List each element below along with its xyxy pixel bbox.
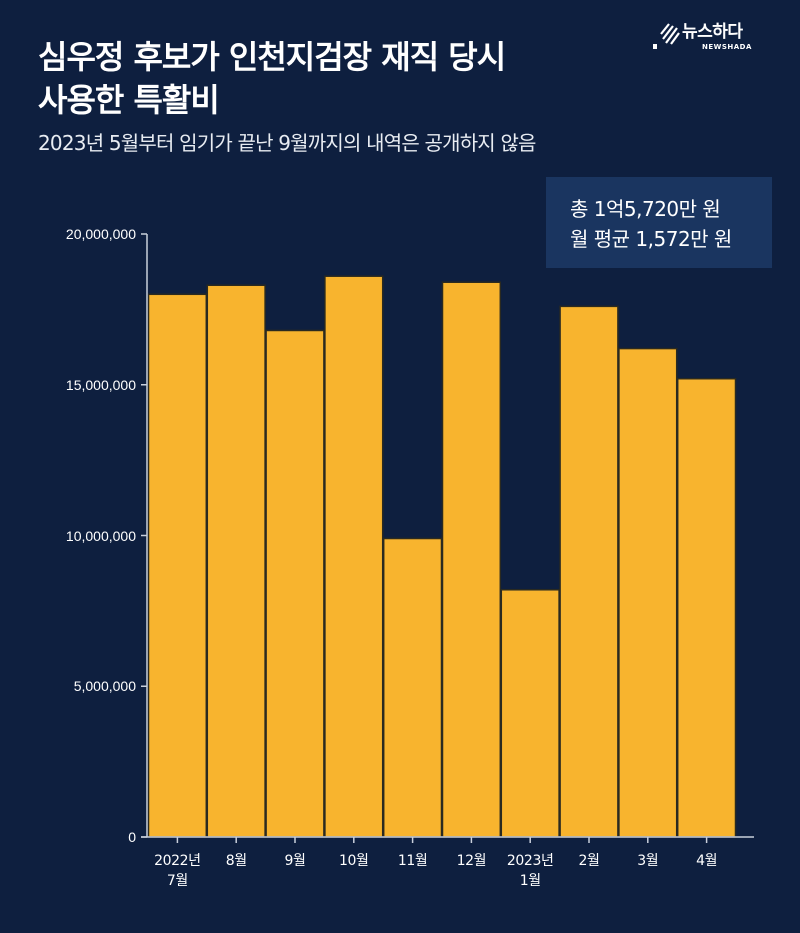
y-tick-label: 20,000,000: [65, 226, 136, 242]
x-tick-label: 2023년 1월: [506, 853, 554, 889]
newshada-logo: 뉴스하다 NEWSHADA: [652, 22, 777, 58]
x-tick-label: 10월: [339, 853, 369, 869]
title-line-2: 사용한 특활비: [38, 81, 220, 119]
summary-box: 총 1억5,720만 원 월 평균 1,572만 원: [546, 177, 772, 268]
x-tick-label: 12월: [456, 853, 487, 869]
summary-total: 총 1억5,720만 원: [570, 197, 721, 221]
slash-stripes-icon: [653, 23, 680, 49]
y-tick-label: 0: [128, 829, 136, 845]
bar-3: [265, 329, 325, 838]
x-tick-label: 3월: [637, 853, 659, 869]
y-tick-label: 5,000,000: [73, 678, 136, 695]
x-tick-label: 2022년 7월: [154, 853, 201, 889]
bar-6: [441, 281, 502, 838]
logo-wordmark: 뉴스하다: [682, 22, 743, 42]
x-tick-label: 4월: [696, 853, 718, 869]
bar-5: [382, 537, 443, 838]
chart-title: 심우정 후보가 인천지검장 재직 당시 사용한 특활비: [38, 36, 506, 122]
logo-subtext: NEWSHADA: [702, 43, 752, 51]
title-line-1: 심우정 후보가 인천지검장 재직 당시: [38, 38, 506, 76]
x-tick-label: 8월: [225, 853, 247, 869]
summary-monthly-average: 월 평균 1,572만 원: [570, 227, 732, 251]
bar-10: [676, 377, 737, 838]
y-tick-label: 10,000,000: [65, 527, 136, 544]
bar-1: [147, 293, 208, 838]
chart-subtitle: 2023년 5월부터 임기가 끝난 9월까지의 내역은 공개하지 않음: [38, 131, 536, 155]
bar-4: [324, 275, 384, 838]
x-tick-label: 9월: [284, 853, 306, 869]
bar-2: [206, 284, 266, 838]
x-tick-label: 2월: [578, 853, 600, 869]
bar-7: [500, 589, 560, 838]
bar-9: [618, 347, 678, 838]
bar-8: [559, 305, 619, 838]
x-tick-label: 11월: [397, 853, 428, 869]
y-tick-label: 15,000,000: [65, 376, 136, 393]
